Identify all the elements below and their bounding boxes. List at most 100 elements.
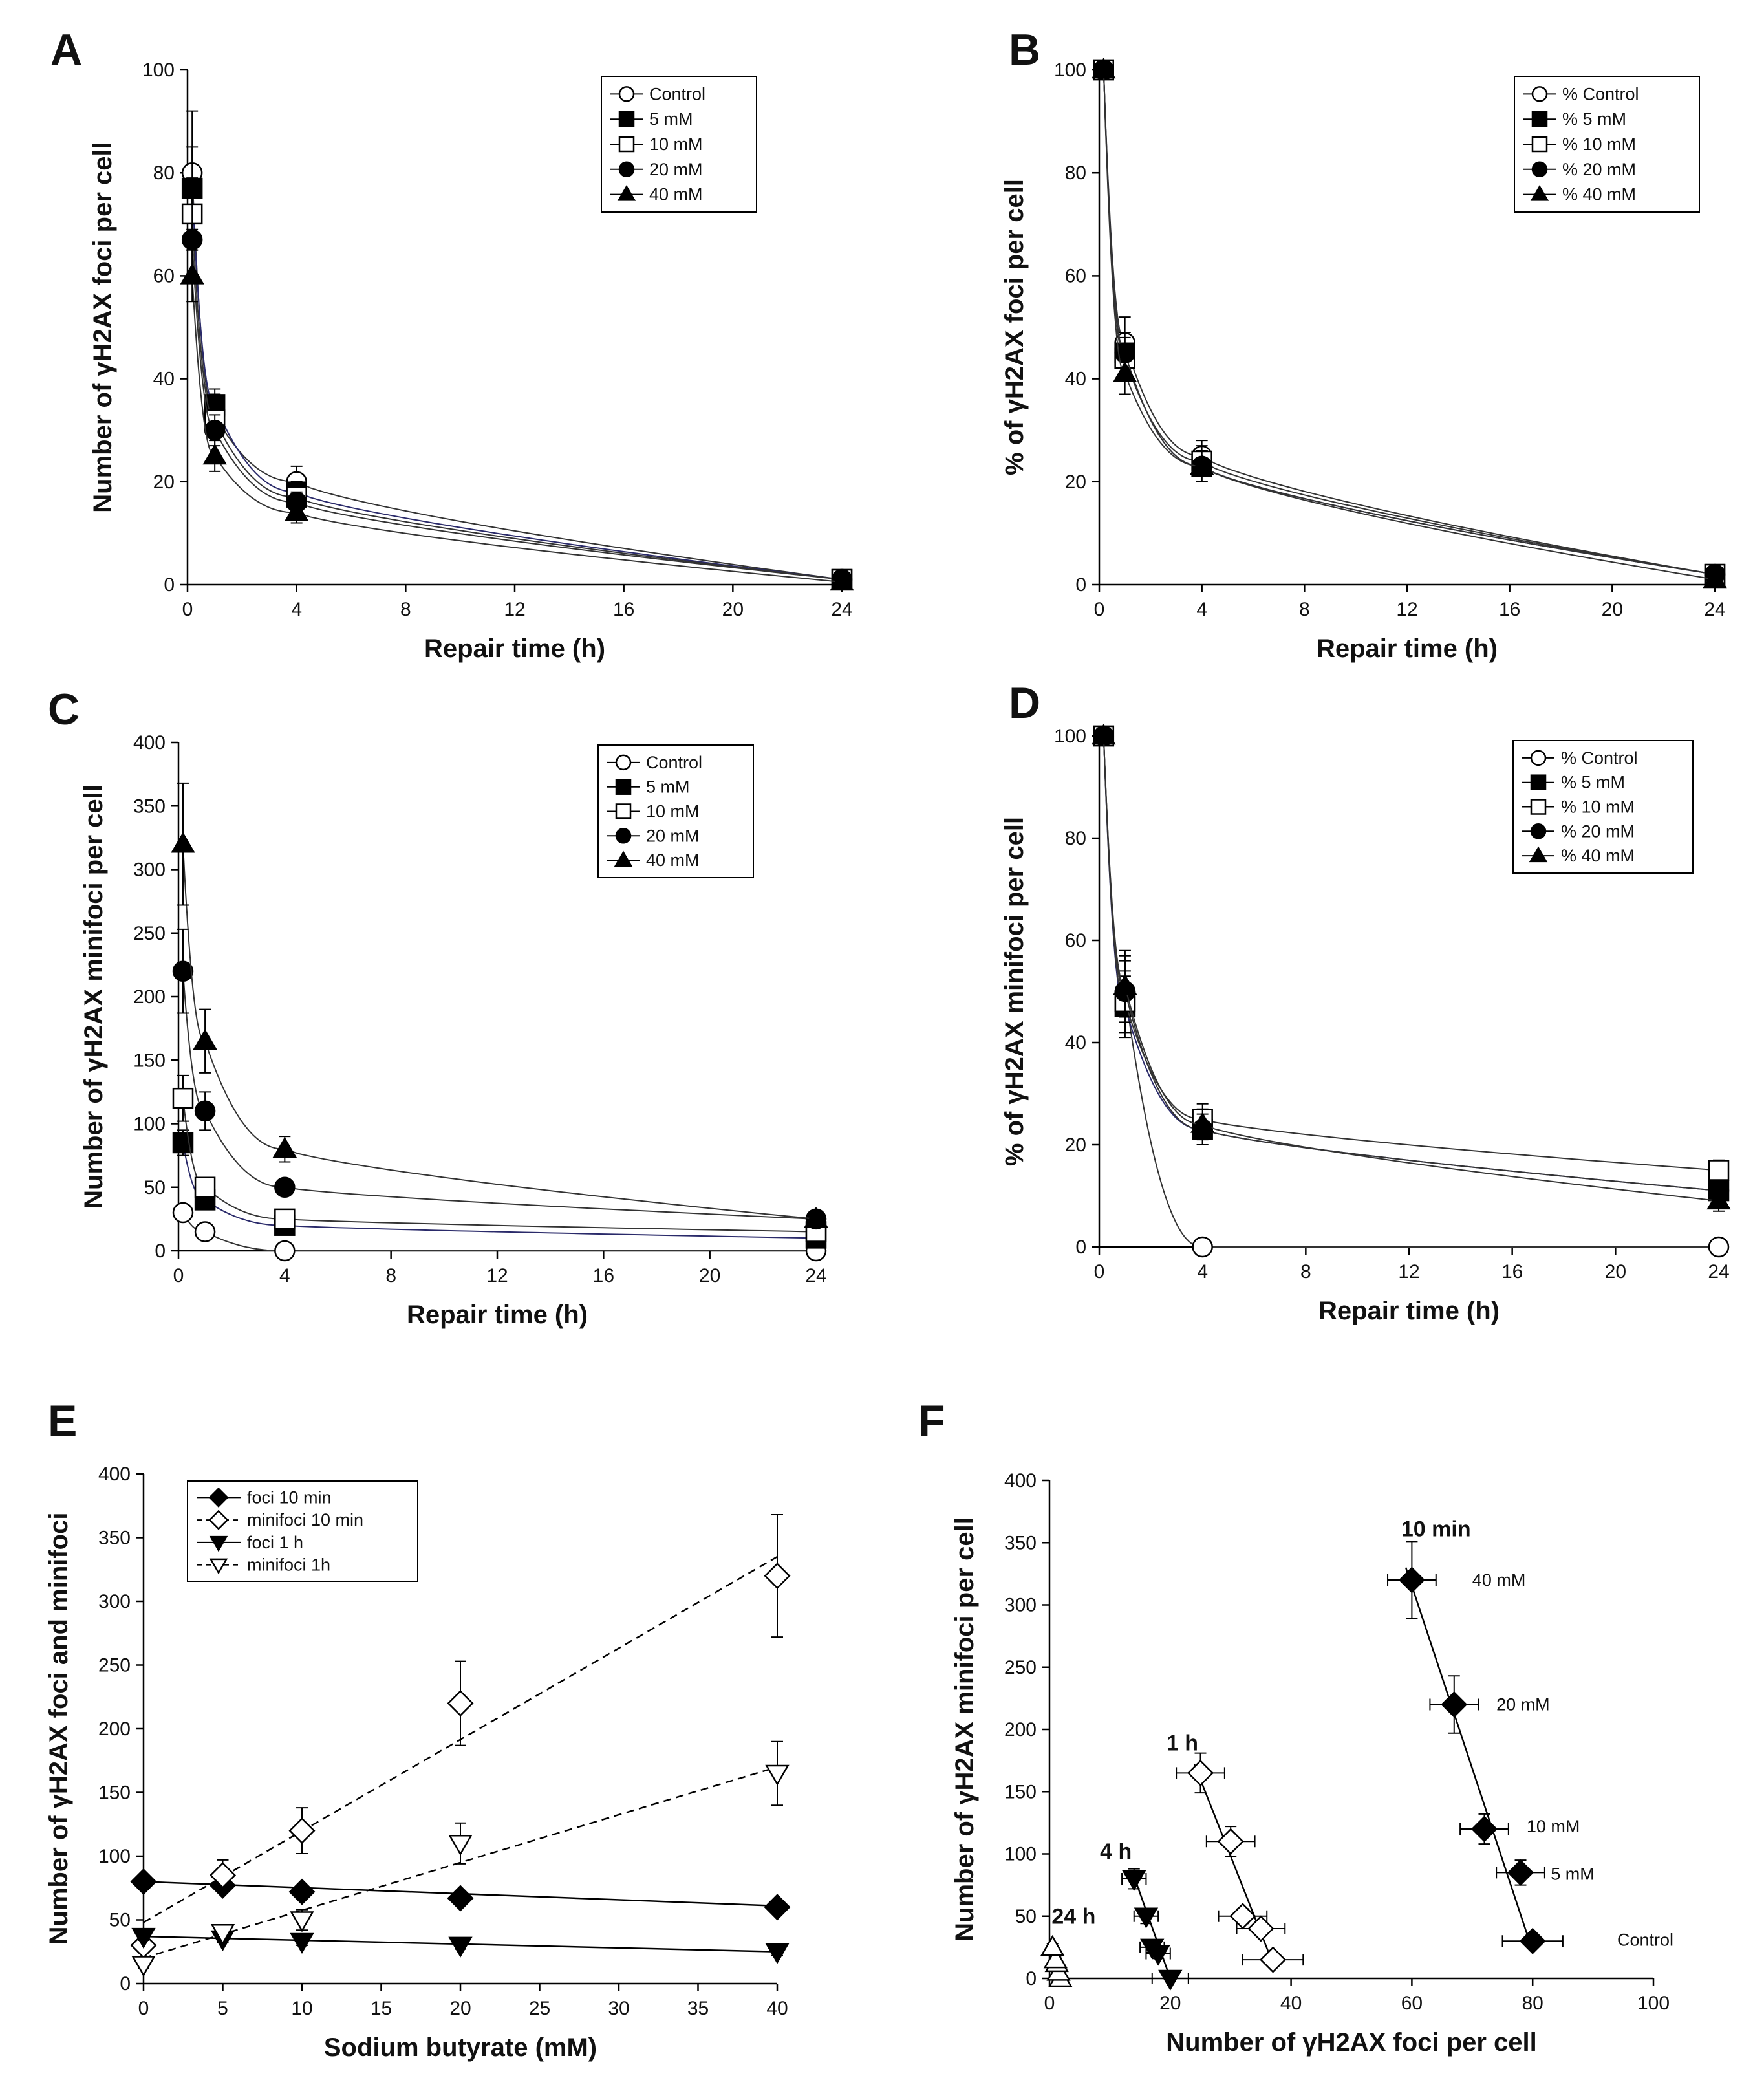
data-point — [804, 1206, 828, 1228]
series-10-mm — [172, 1074, 827, 1242]
x-tick-label: 20 — [1605, 1261, 1626, 1283]
y-tick-label: 50 — [109, 1910, 131, 1931]
x-axis-title: Number of γH2AX foci per cell — [1166, 2028, 1536, 2057]
series-40-mm — [180, 249, 854, 591]
y-tick-label: 100 — [142, 60, 175, 81]
y-tick-label: 200 — [133, 986, 166, 1008]
panel-letter-d: D — [1009, 678, 1040, 728]
legend-label: minifoci 1h — [247, 1555, 330, 1575]
x-tick-label: 24 — [805, 1265, 826, 1286]
x-axis-title: Sodium butyrate (mM) — [324, 2033, 597, 2062]
data-point — [448, 1936, 473, 1958]
y-tick-label: 40 — [1065, 369, 1086, 390]
point-label: Control — [1617, 1930, 1673, 1949]
data-point — [181, 229, 203, 250]
series-curve — [191, 239, 843, 580]
panel-letter-a: A — [50, 25, 82, 74]
x-tick-label: 10 — [291, 1998, 312, 2019]
legend-label: % 10 mM — [1562, 135, 1636, 154]
legend-marker — [1529, 846, 1548, 863]
legend-label: % Control — [1561, 748, 1638, 768]
x-tick-label: 5 — [217, 1998, 228, 2019]
x-tick-label: 4 — [1197, 1261, 1208, 1283]
legend-label: Control — [649, 84, 705, 103]
data-point — [764, 1894, 791, 1921]
data-point — [131, 1927, 156, 1949]
panel-b: B 0 4 8 12 16 20 24 0 20 40 60 80 100 Repair time (h)%… — [1000, 25, 1727, 663]
x-tick-label: 8 — [400, 599, 411, 620]
legend-marker — [1530, 774, 1547, 790]
data-point — [274, 1240, 296, 1262]
data-point — [288, 1817, 316, 1845]
y-tick-label: 150 — [133, 1050, 166, 1071]
data-point — [1158, 1969, 1183, 1991]
x-tick-label: 8 — [1299, 599, 1310, 620]
legend-label: 10 mM — [649, 135, 703, 154]
y-tick-label: 0 — [164, 574, 175, 596]
panel-c: C 0 4 8 12 16 20 24 0 50 100 150 200 250 300 350 400 Repa… — [48, 685, 828, 1329]
legend-label: Control — [646, 753, 702, 772]
y-axis-title: Number of γH2AX minifoci per cell — [80, 785, 108, 1209]
panel-letter-c: C — [48, 685, 80, 734]
legend-marker — [615, 803, 632, 819]
x-tick-label: 0 — [173, 1265, 184, 1286]
y-tick-label: 80 — [1065, 828, 1086, 849]
x-tick-label: 12 — [486, 1265, 508, 1286]
series-40-mm — [171, 782, 828, 1228]
data-point — [204, 419, 226, 441]
series-curve — [1102, 69, 1716, 576]
series-curve — [191, 276, 843, 583]
legend-marker — [209, 1558, 228, 1575]
data-point — [1092, 58, 1116, 79]
legend-label: minifoci 10 min — [247, 1510, 363, 1530]
series-curve — [182, 844, 817, 1220]
y-tick-label: 300 — [98, 1591, 131, 1612]
data-point — [1140, 1938, 1165, 1960]
series-curve — [182, 1142, 817, 1239]
x-axis-title: Repair time (h) — [407, 1301, 588, 1329]
data-point — [1043, 1947, 1068, 1969]
point-label: 20 mM — [1496, 1695, 1550, 1715]
legend: foci 10 min minifoci 10 min foci 1 h minifo… — [187, 1480, 418, 1582]
y-tick-label: 100 — [1054, 60, 1086, 81]
data-point — [1112, 361, 1137, 382]
legend: % Control % 5 mM % 10 mM % 20 mM % 40 mM — [1514, 76, 1700, 213]
legend-marker — [209, 1535, 228, 1552]
x-tick-label: 0 — [1044, 1993, 1055, 2014]
data-point — [1040, 1934, 1065, 1956]
x-tick-label: 80 — [1522, 1993, 1544, 2014]
fit-line — [1133, 1876, 1171, 1979]
data-point — [1192, 1236, 1213, 1258]
y-tick-label: 300 — [133, 860, 166, 881]
series-10-min — [1387, 1541, 1564, 1954]
x-tick-label: 0 — [1094, 599, 1105, 620]
series-curve — [191, 188, 843, 580]
legend: Control 5 mM 10 mM 20 mM 40 mM — [597, 744, 754, 878]
series-20-mm — [172, 928, 827, 1230]
data-point — [1247, 1915, 1275, 1942]
y-tick-label: 0 — [1026, 1968, 1037, 1989]
legend-label: % 40 mM — [1561, 846, 1635, 865]
y-tick-label: 250 — [133, 923, 166, 944]
x-tick-label: 0 — [1094, 1261, 1105, 1283]
series-24-h — [1040, 1934, 1073, 1987]
series-4-h — [1121, 1868, 1189, 1991]
data-point — [172, 960, 194, 982]
panel-letter-b: B — [1009, 25, 1040, 74]
x-tick-label: 100 — [1637, 1993, 1670, 2014]
y-tick-label: 80 — [153, 162, 175, 184]
data-point — [131, 1956, 156, 1977]
data-point — [1092, 724, 1116, 745]
y-tick-label: 20 — [153, 471, 175, 493]
legend-label: 20 mM — [646, 826, 700, 845]
x-tick-label: 0 — [182, 599, 193, 620]
panel-letter-f: F — [918, 1396, 945, 1445]
data-point — [290, 1932, 314, 1954]
y-tick-label: 350 — [1004, 1532, 1037, 1553]
panel-e: E0 5 10 15 20 25 30 35 4005010015020025030035040… — [45, 1396, 791, 2062]
legend-label: 10 mM — [646, 802, 700, 821]
panel-a: A 0 4 8 12 16 20 24 0 20 40 60 80 100 Repair time (h) N… — [50, 25, 854, 663]
x-tick-label: 35 — [687, 1998, 709, 2019]
series-10-mm — [181, 177, 853, 590]
y-tick-label: 200 — [1004, 1719, 1037, 1740]
